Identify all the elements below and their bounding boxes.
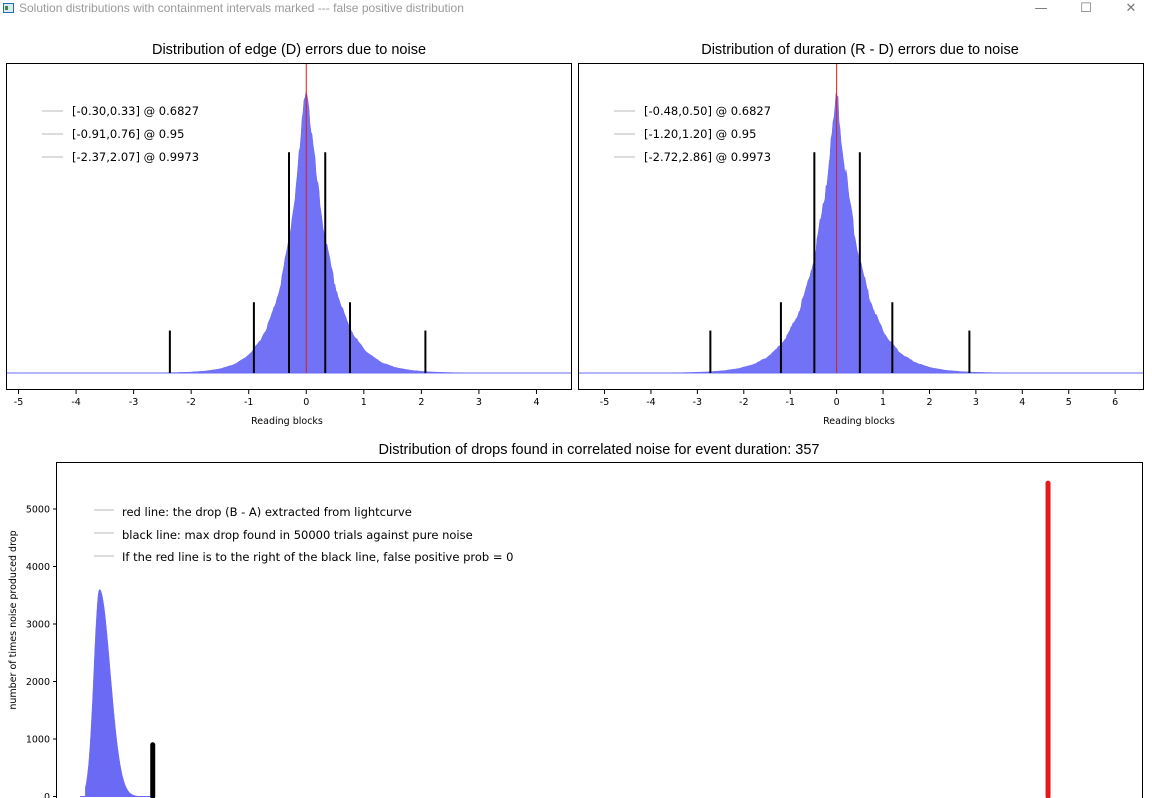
- x-tick-label: -4: [71, 397, 80, 408]
- drop-reference-lines: [150, 480, 1051, 798]
- x-tick-label: -5: [600, 397, 609, 408]
- x-tick-label: 0: [834, 397, 840, 408]
- close-button[interactable]: ✕: [1108, 0, 1152, 18]
- x-tick-label: 4: [533, 397, 539, 408]
- x-tick-label: -3: [693, 397, 702, 408]
- duration-plot-frame: [578, 63, 1144, 390]
- drop-legend-item-3: If the red line is to the right of the b…: [122, 550, 513, 564]
- drop-histogram: [80, 589, 153, 797]
- drop-legend-item-2: black line: max drop found in 50000 tria…: [122, 528, 473, 542]
- y-tick-label: 0: [44, 792, 50, 798]
- x-tick-label: 2: [926, 397, 932, 408]
- duration-interval-markers: [709, 64, 971, 373]
- edge-x-axis-label: Reading blocks: [251, 416, 323, 427]
- edge-interval-markers: [168, 64, 427, 373]
- edge-legend: [-0.30,0.33] @ 0.6827 [-0.91,0.76] @ 0.9…: [42, 104, 199, 164]
- x-tick-label: 6: [1112, 397, 1118, 408]
- x-tick-label: -4: [646, 397, 655, 408]
- edge-legend-item-1: [-0.30,0.33] @ 0.6827: [72, 104, 199, 118]
- duration-legend-item-1: [-0.48,0.50] @ 0.6827: [644, 104, 771, 118]
- histogram-area: [579, 92, 1143, 374]
- drop-y-axis-label: number of times noise produced drop: [8, 530, 19, 709]
- x-tick-label: 2: [418, 397, 424, 408]
- x-tick-label: -1: [785, 397, 794, 408]
- edge-x-axis: -5 -4 -3 -2 -1 0 1 2 3 4: [14, 390, 539, 408]
- x-tick-label: 1: [361, 397, 367, 408]
- x-tick-label: -3: [129, 397, 138, 408]
- x-tick-label: -2: [186, 397, 195, 408]
- maximize-button[interactable]: ☐: [1063, 0, 1109, 18]
- x-tick-label: 3: [973, 397, 979, 408]
- x-tick-label: -2: [739, 397, 748, 408]
- drop-histogram-area: [85, 589, 153, 797]
- x-tick-label: 0: [303, 397, 309, 408]
- drop-plot-frame: [56, 462, 1143, 798]
- x-tick-label: 5: [1066, 397, 1072, 408]
- duration-x-axis: -5 -4 -3 -2 -1 0 1 2 3 4 5 6: [600, 390, 1118, 408]
- duration-histogram: [579, 92, 1143, 374]
- x-tick-label: 4: [1019, 397, 1025, 408]
- duration-legend: [-0.48,0.50] @ 0.6827 [-1.20,1.20] @ 0.9…: [614, 104, 771, 164]
- drop-distribution-plot: Distribution of drops found in correlate…: [8, 442, 1143, 798]
- window-title: Solution distributions with containment …: [19, 1, 464, 15]
- duration-legend-item-2: [-1.20,1.20] @ 0.95: [644, 127, 756, 141]
- duration-plot-title: Distribution of duration (R - D) errors …: [701, 42, 1019, 58]
- edge-legend-item-2: [-0.91,0.76] @ 0.95: [72, 127, 184, 141]
- x-tick-label: 3: [476, 397, 482, 408]
- y-tick-label: 1000: [26, 735, 50, 746]
- duration-legend-item-3: [-2.72,2.86] @ 0.9973: [644, 150, 771, 164]
- window-titlebar: Solution distributions with containment …: [0, 0, 1152, 18]
- duration-error-plot: Distribution of duration (R - D) errors …: [578, 42, 1144, 427]
- duration-x-axis-label: Reading blocks: [823, 416, 895, 427]
- edge-plot-frame: [6, 63, 572, 390]
- edge-legend-item-3: [-2.37,2.07] @ 0.9973: [72, 150, 199, 164]
- y-tick-label: 4000: [26, 562, 50, 573]
- drop-y-axis: 0 1000 2000 3000 4000 5000: [26, 505, 57, 798]
- y-tick-label: 3000: [26, 620, 50, 631]
- app-icon: [3, 3, 14, 13]
- x-tick-label: 1: [880, 397, 886, 408]
- y-tick-label: 5000: [26, 505, 50, 516]
- edge-error-plot: Distribution of edge (D) errors due to n…: [6, 42, 572, 427]
- drop-legend: red line: the drop (B - A) extracted fro…: [94, 505, 513, 564]
- edge-plot-title: Distribution of edge (D) errors due to n…: [152, 42, 426, 58]
- x-tick-label: -1: [244, 397, 253, 408]
- drop-legend-item-1: red line: the drop (B - A) extracted fro…: [122, 505, 412, 519]
- y-tick-label: 2000: [26, 677, 50, 688]
- minimize-button[interactable]: —: [1018, 0, 1064, 18]
- drop-plot-title: Distribution of drops found in correlate…: [379, 442, 820, 458]
- x-tick-label: -5: [14, 397, 23, 408]
